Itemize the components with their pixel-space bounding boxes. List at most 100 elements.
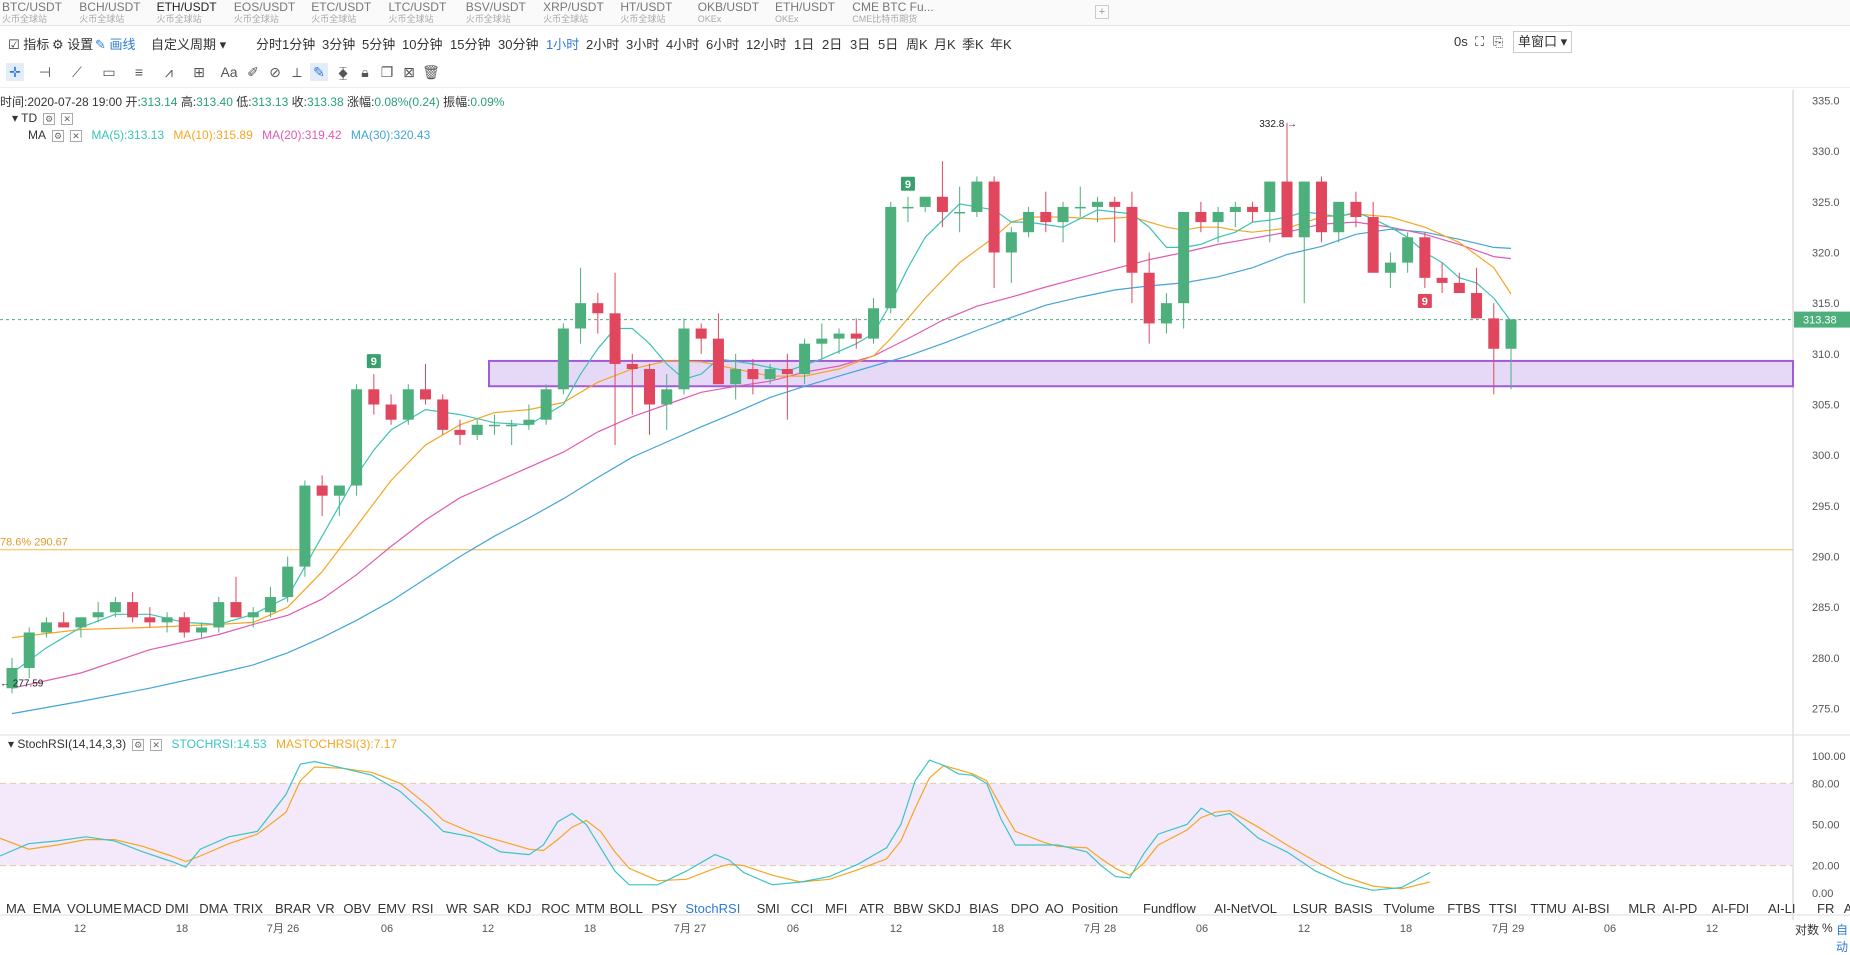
indicator-obv[interactable]: OBV: [343, 901, 371, 916]
indicator-emv[interactable]: EMV: [377, 901, 406, 916]
settings-icon[interactable]: ⚙: [52, 129, 64, 142]
period-14[interactable]: 2日: [822, 37, 843, 52]
tab-ltc-usdt[interactable]: LTC/USDT 火币全球站: [389, 1, 447, 25]
tab-bsv-usdt[interactable]: BSV/USDT 火币全球站: [466, 1, 526, 25]
indicator-dpo[interactable]: DPO: [1010, 901, 1039, 916]
screenshot-icon[interactable]: ⎘: [1493, 34, 1504, 49]
measure-icon[interactable]: ⊞: [193, 64, 205, 80]
tab-eth-usdt[interactable]: ETH/USDT 火币全球站: [157, 1, 217, 25]
indicator-basis[interactable]: BASIS: [1334, 901, 1373, 916]
indicator-button[interactable]: ☑ 指标: [8, 37, 50, 52]
indicator-smi[interactable]: SMI: [756, 901, 780, 916]
tab-bch-usdt[interactable]: BCH/USDT 火币全球站: [79, 1, 140, 25]
settings-icon[interactable]: ⚙: [132, 738, 145, 751]
indicator-volume[interactable]: VOLUME: [67, 901, 122, 916]
indicator-ema[interactable]: EMA: [32, 901, 61, 916]
fullscreen-icon[interactable]: ⛶: [1475, 34, 1485, 49]
trash-icon[interactable]: 🗑︎: [422, 64, 440, 80]
horizontal-line-icon[interactable]: ⊣: [38, 64, 52, 80]
indicator-tvolume[interactable]: TVolume: [1383, 901, 1435, 916]
indicator-macd[interactable]: MACD: [123, 901, 162, 916]
close-icon[interactable]: ✕: [150, 738, 163, 751]
indicator-psy[interactable]: PSY: [651, 901, 678, 916]
indicator-kdj[interactable]: KDJ: [507, 901, 532, 916]
period-16[interactable]: 5日: [878, 37, 899, 52]
tab-okb-usdt[interactable]: OKB/USDT OKEx: [698, 1, 759, 25]
text-icon[interactable]: Aa: [220, 64, 238, 80]
pattern-icon[interactable]: ⩘: [165, 64, 173, 80]
indicator-stochrsi[interactable]: StochRSI: [685, 901, 741, 916]
indicator-mfi[interactable]: MFI: [825, 901, 848, 916]
tab-etc-usdt[interactable]: ETC/USDT 火币全球站: [311, 1, 371, 25]
rectangle-icon[interactable]: ▭: [102, 64, 116, 80]
indicator-sar[interactable]: SAR: [472, 901, 500, 916]
lock-icon[interactable]: 🔒︎: [361, 64, 369, 80]
indicator-skdj[interactable]: SKDJ: [927, 901, 961, 916]
indicator-fundflow[interactable]: Fundflow: [1143, 901, 1196, 916]
indicator-rsi[interactable]: RSI: [411, 901, 434, 916]
auto-scale-toggle[interactable]: 自动: [1836, 923, 1849, 954]
period-3[interactable]: 5分钟: [362, 37, 396, 52]
hide-icon[interactable]: ⊠: [403, 64, 415, 80]
indicator-ai-pd[interactable]: AI-PD: [1662, 901, 1698, 916]
period-20[interactable]: 年K: [990, 37, 1012, 52]
parallel-lines-icon[interactable]: ≡: [134, 64, 144, 80]
tab-eos-usdt[interactable]: EOS/USDT 火币全球站: [234, 1, 295, 25]
period-13[interactable]: 1日: [794, 37, 815, 52]
indicator-cci[interactable]: CCI: [790, 901, 814, 916]
tab-ht-usdt[interactable]: HT/USDT 火币全球站: [620, 1, 672, 25]
brush-icon[interactable]: ✐: [247, 64, 259, 80]
draw-mode-icon[interactable]: ✎: [310, 63, 328, 81]
period-19[interactable]: 季K: [962, 37, 984, 52]
indicator-atr[interactable]: ATR: [859, 901, 885, 916]
crosshair-icon[interactable]: ✛: [6, 63, 24, 81]
indicator-ai-bsi[interactable]: AI-BSI: [1572, 901, 1610, 916]
period-11[interactable]: 6小时: [706, 37, 740, 52]
custom-period-dropdown[interactable]: 自定义周期 ▾: [151, 37, 227, 52]
indicator-ai-netvol[interactable]: AI-NetVOL: [1214, 901, 1278, 916]
indicator-roc[interactable]: ROC: [541, 901, 571, 916]
period-9[interactable]: 3小时: [626, 37, 660, 52]
indicator-vr[interactable]: VR: [316, 901, 335, 916]
indicator-ttsi[interactable]: TTSI: [1488, 901, 1517, 916]
indicator-wr[interactable]: WR: [446, 901, 468, 916]
settings-button[interactable]: ⚙ 设置: [52, 37, 94, 52]
indicator-mtm[interactable]: MTM: [575, 901, 605, 916]
period-18[interactable]: 月K: [934, 37, 956, 52]
indicator-bbw[interactable]: BBW: [893, 901, 924, 916]
period-15[interactable]: 3日: [850, 37, 871, 52]
indicator-dma[interactable]: DMA: [199, 901, 229, 916]
period-12[interactable]: 12小时: [746, 37, 787, 52]
log-scale-toggle[interactable]: 对数: [1795, 923, 1820, 937]
period-6[interactable]: 30分钟: [498, 37, 539, 52]
candles-icon[interactable]: ⧱: [338, 64, 348, 80]
indicator-mlr[interactable]: MLR: [1628, 901, 1656, 916]
period-8[interactable]: 2小时: [586, 37, 620, 52]
indicator-ftbs[interactable]: FTBS: [1447, 901, 1481, 916]
tab-btc-usdt[interactable]: BTC/USDT 火币全球站: [2, 1, 62, 25]
period-17[interactable]: 周K: [906, 37, 928, 52]
tab-cme-btc-fu-[interactable]: CME BTC Fu... CME比特币期货: [852, 1, 933, 25]
magnet-icon[interactable]: ⊘: [269, 64, 281, 80]
indicator-ai-bst[interactable]: AI-BST: [1843, 901, 1850, 916]
indicator-fr[interactable]: FR: [1817, 901, 1835, 916]
trend-line-icon[interactable]: ⟋: [72, 64, 82, 80]
period-0[interactable]: 分时: [256, 37, 283, 52]
ruler-icon[interactable]: ⟂: [292, 64, 302, 80]
close-icon[interactable]: ✕: [61, 112, 74, 125]
indicator-ttmu[interactable]: TTMU: [1530, 901, 1567, 916]
period-7[interactable]: 1小时: [546, 37, 580, 52]
indicator-bias[interactable]: BIAS: [969, 901, 999, 916]
indicator-ai-li[interactable]: AI-LI: [1768, 901, 1796, 916]
indicator-ma[interactable]: MA: [6, 901, 26, 916]
indicator-ao[interactable]: AO: [1045, 901, 1064, 916]
close-icon[interactable]: ✕: [70, 129, 82, 142]
indicator-trix[interactable]: TRIX: [233, 901, 264, 916]
tab-eth-usdt[interactable]: ETH/USDT OKEx: [775, 1, 835, 25]
indicator-lsur[interactable]: LSUR: [1292, 901, 1328, 916]
percent-scale-toggle[interactable]: %: [1822, 921, 1833, 935]
period-10[interactable]: 4小时: [666, 37, 700, 52]
indicator-position[interactable]: Position: [1071, 901, 1119, 916]
draw-button[interactable]: ✎ 画线: [95, 37, 136, 52]
